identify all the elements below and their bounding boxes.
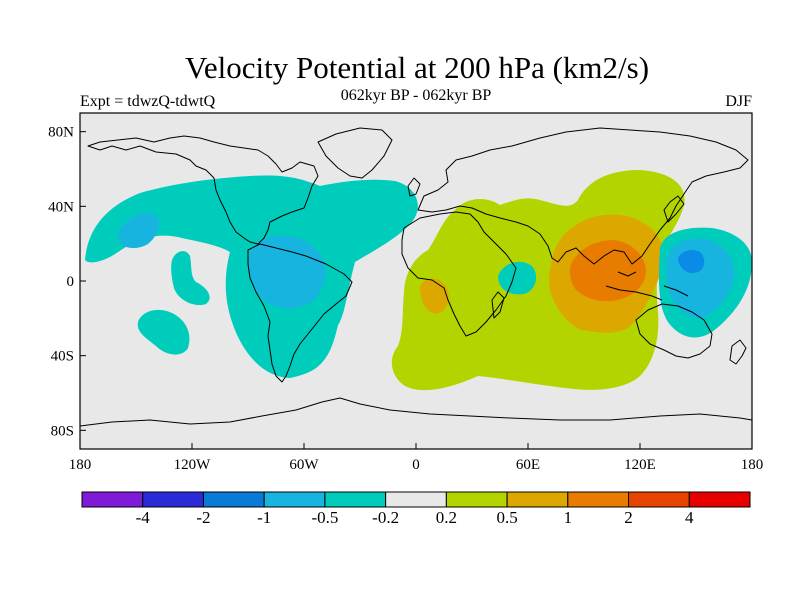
coastlines [80,127,752,427]
northeast-pacific-negative-core [118,213,159,249]
colorbar-label: 0.2 [436,508,457,527]
colorbar-label: -2 [196,508,210,527]
lat-axis: 80N 40N 0 40S 80S [48,125,86,439]
lon-tick-label: 60W [289,457,319,473]
colorbar-swatch [142,491,204,508]
new-zealand-coast [729,339,747,365]
lat-tick-label: 80S [51,423,74,439]
madagascar-coast [491,291,505,319]
lon-tick-label: 60E [516,457,540,473]
indonesia-coast [605,271,689,301]
season-label: DJF [725,93,752,110]
lon-tick-label: 120E [624,457,656,473]
antarctica-coast [80,397,752,427]
colorbar-swatch [688,491,751,508]
colorbar-swatch [263,491,326,508]
colorbar-swatch [81,491,144,508]
south-america-negative-core [248,235,326,309]
colorbar-label: 1 [564,508,573,527]
east-africa-negative [498,261,537,295]
south-atlantic-negative-lobe [137,309,190,355]
lat-tick-label: 80N [48,125,74,141]
colorbar: -4 -2 -1 -0.5 -0.2 0.2 0.5 1 2 4 [81,491,751,527]
colorbar-label: -0.5 [311,508,338,527]
japan-coast [663,195,685,223]
period-label: 062kyr BP - 062kyr BP [340,87,492,104]
lon-axis: 180 120W 60W 0 60E 120E 180 [69,443,764,473]
south-america-coast [247,243,353,383]
lat-tick-label: 40S [51,349,74,365]
colorbar-swatch [506,491,569,508]
british-isles-coast [407,177,421,197]
lat-tick-label: 0 [67,274,75,290]
lon-tick-label: 180 [741,457,764,473]
colorbar-swatch [567,491,630,508]
lon-tick-label: 120W [174,457,212,473]
maritime-continent-positive-core [569,240,646,302]
colorbar-swatch [628,491,690,508]
anomaly-shading [85,170,752,391]
colorbar-label: -1 [257,508,271,527]
map-title: Velocity Potential at 200 hPa (km2/s) [184,50,650,85]
lon-tick-label: 0 [412,457,420,473]
south-pacific-negative-lobe [171,251,210,306]
colorbar-label: 2 [624,508,633,527]
lat-tick-label: 40N [48,199,74,215]
colorbar-label: -4 [136,508,151,527]
colorbar-swatch [202,491,265,508]
map-plot-area [80,113,752,449]
africa-positive [420,278,449,314]
lon-tick-label: 180 [69,457,92,473]
colorbar-label: -0.2 [372,508,399,527]
colorbar-label: 4 [685,508,694,527]
experiment-label: Expt = tdwzQ-tdwtQ [80,93,216,110]
colorbar-swatch [445,491,508,508]
north-america-coast [87,135,319,245]
colorbar-label: 0.5 [496,508,517,527]
greenland-coast [317,127,393,179]
colorbar-swatch [324,491,387,508]
colorbar-swatch [385,491,447,508]
west-pacific-negative-center [678,250,705,274]
australia-coast [635,303,713,359]
eurasia-africa-coast [401,127,749,337]
